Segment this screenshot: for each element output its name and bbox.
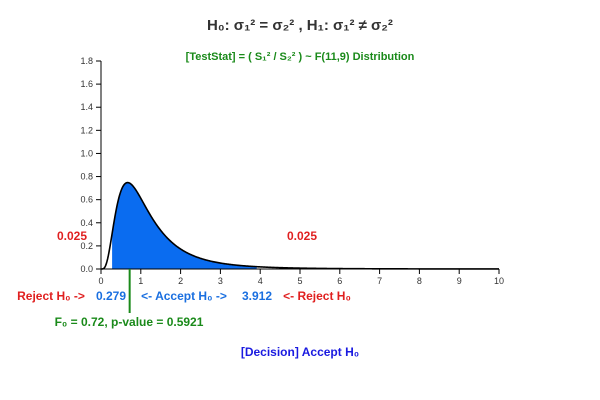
y-tick-label: 0.2 [80, 241, 93, 251]
x-tick-label: 1 [138, 276, 143, 286]
x-tick-label: 10 [494, 276, 504, 286]
accept-region-fill [112, 182, 257, 269]
y-tick-label: 0.4 [80, 218, 93, 228]
x-tick-label: 2 [178, 276, 183, 286]
y-tick-label: 1.6 [80, 79, 93, 89]
lower-critical-label: 0.279 [96, 289, 126, 303]
y-tick-label: 0.8 [80, 172, 93, 182]
x-tick-label: 5 [297, 276, 302, 286]
y-tick-label: 1.4 [80, 102, 93, 112]
x-tick-label: 3 [218, 276, 223, 286]
x-tick-label: 0 [98, 276, 103, 286]
chart-subtitle: [TestStat] = ( S₁² / S₂² ) ~ F(11,9) Dis… [186, 51, 415, 63]
y-tick-label: 1.8 [80, 56, 93, 66]
x-tick-label: 8 [417, 276, 422, 286]
y-tick-label: 1.0 [80, 148, 93, 158]
test-statistic-label: F₀ = 0.72, p-value = 0.5921 [55, 315, 204, 329]
reject-left-label: Reject H₀ -> [17, 289, 85, 303]
upper-critical-label: 3.912 [242, 289, 272, 303]
y-tick-label: 0.0 [80, 264, 93, 274]
chart-title: H₀: σ₁² = σ₂² , H₁: σ₁² ≠ σ₂² [207, 17, 393, 34]
reject-right-label: <- Reject H₀ [283, 289, 351, 303]
x-tick-label: 7 [377, 276, 382, 286]
decision-label: [Decision] Accept H₀ [241, 345, 359, 359]
accept-region-label: <- Accept H₀ -> [141, 289, 227, 303]
y-tick-label: 1.2 [80, 125, 93, 135]
axes: 0 1 2 3 4 5 6 7 8 9 10 0.0 0.2 0.4 0.6 0.8 1.0 1.2 1.4 1.6 1… [80, 56, 504, 286]
accept-region-area [112, 182, 257, 269]
x-tick-label: 4 [258, 276, 263, 286]
y-tick-label: 0.6 [80, 195, 93, 205]
alpha-right-label: 0.025 [287, 229, 317, 243]
x-tick-label: 9 [457, 276, 462, 286]
x-tick-label: 6 [337, 276, 342, 286]
alpha-left-label: 0.025 [57, 229, 87, 243]
